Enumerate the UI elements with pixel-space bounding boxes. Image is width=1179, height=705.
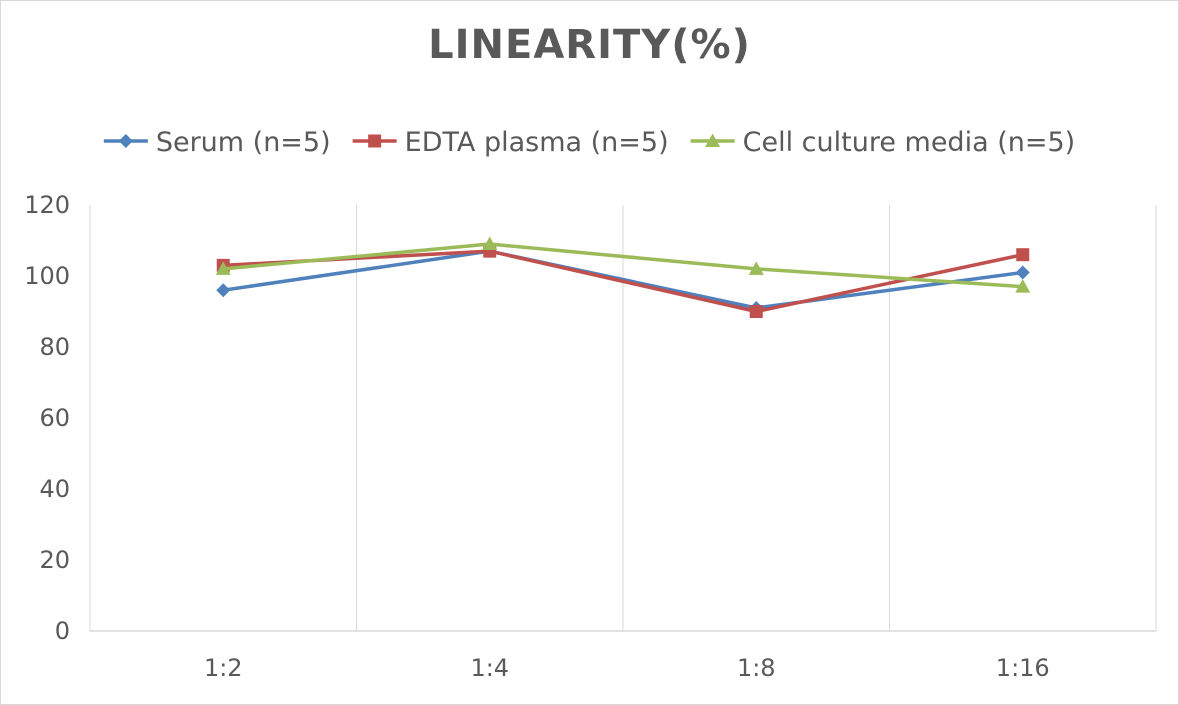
legend-label: EDTA plasma (n=5) [405,127,669,158]
legend-label: Cell culture media (n=5) [743,127,1076,158]
data-point [482,236,498,251]
y-tick-label: 0 [55,617,70,645]
series-line [221,242,1025,289]
data-point [1016,248,1030,262]
x-tick-label: 1:8 [737,654,776,682]
data-point [216,283,231,298]
x-tick-label: 1:4 [470,654,509,682]
legend-marker [368,134,382,148]
y-tick-label: 100 [24,262,70,290]
legend-label: Serum (n=5) [156,127,331,158]
x-tick-label: 1:2 [204,654,243,682]
y-tick-label: 60 [39,404,70,432]
data-point [748,261,764,275]
chart-title: LINEARITY(%) [428,22,751,68]
data-point [749,305,763,318]
data-point [215,261,231,275]
y-tick-label: 40 [39,475,70,503]
series-line [221,249,1025,314]
legend-marker [705,133,721,147]
data-point [1015,265,1030,280]
y-tick-label: 80 [39,333,70,361]
data-point [1015,279,1031,293]
legend-marker [118,134,133,148]
y-tick-label: 20 [39,546,70,574]
x-tick-label: 1:16 [996,654,1050,682]
y-tick-label: 120 [24,191,70,219]
